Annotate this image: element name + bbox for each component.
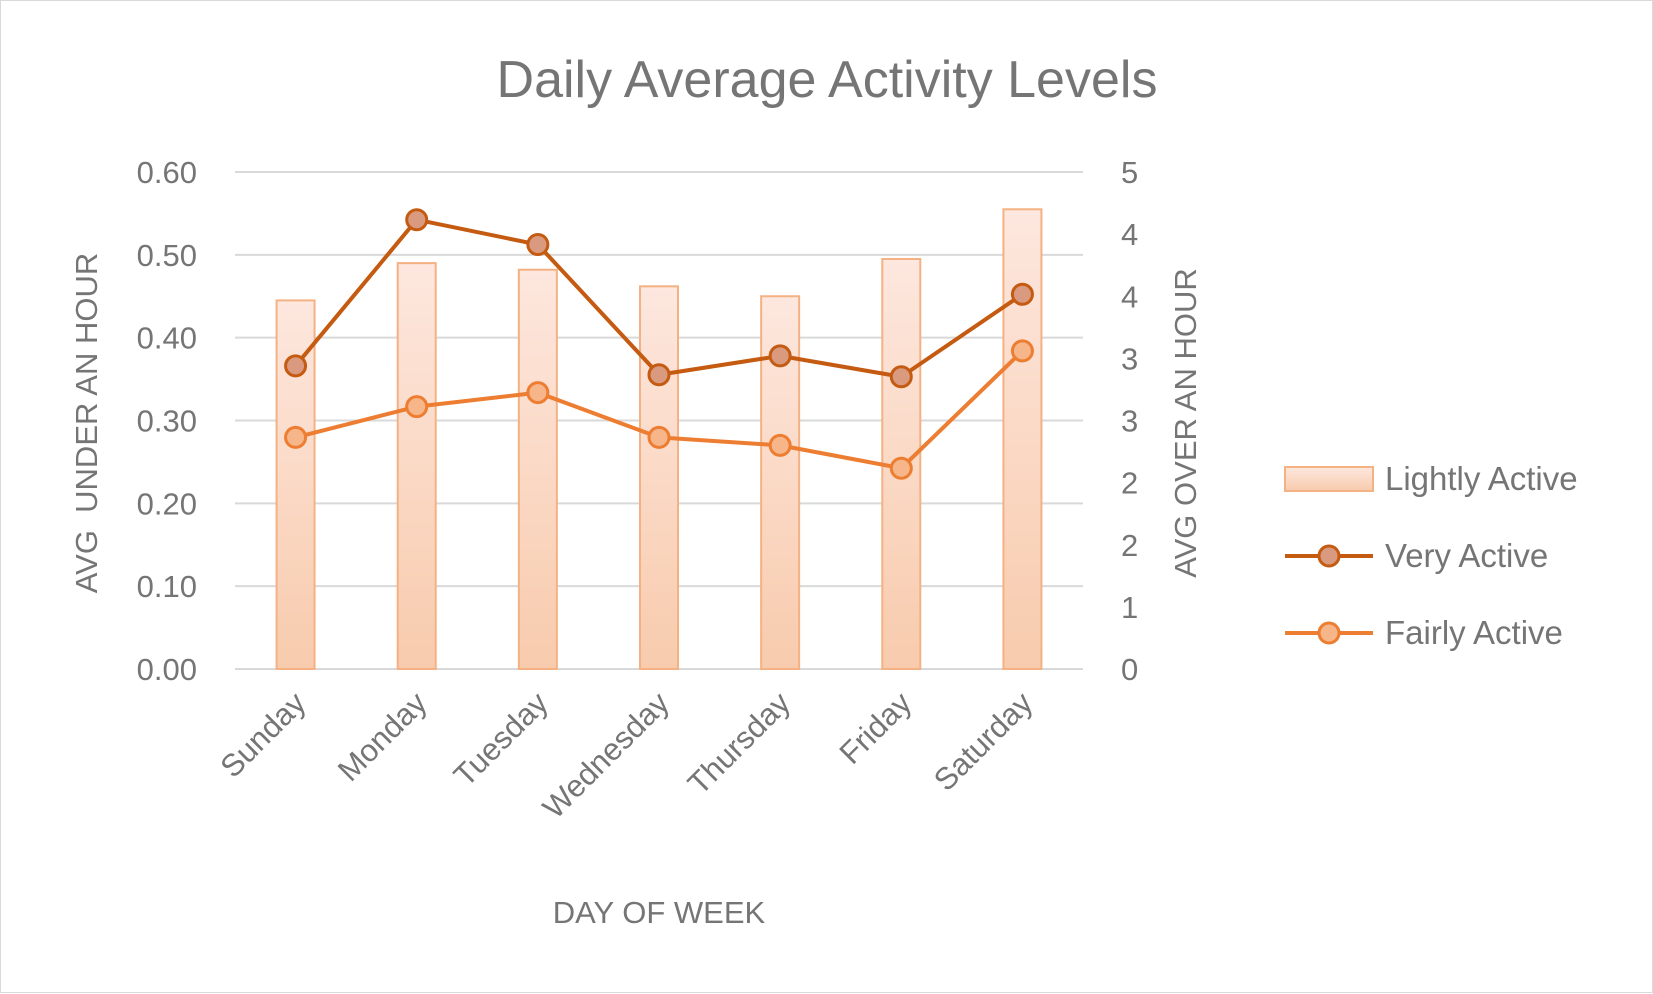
data-point — [768, 433, 792, 457]
legend: Lightly Active Very Active Fairly Active — [1284, 460, 1578, 651]
data-point — [889, 365, 913, 389]
data-point — [284, 425, 308, 449]
bar — [1002, 208, 1043, 670]
y2-tick-label: 2 — [1121, 466, 1138, 501]
x-tick-label: Monday — [331, 685, 434, 788]
y-tick-label: 0.50 — [137, 238, 197, 273]
y-tick-label: 0.10 — [137, 569, 197, 604]
line-series — [284, 208, 1034, 480]
y2-tick-label: 5 — [1121, 155, 1138, 190]
legend-marker — [1317, 621, 1341, 645]
legend-label: Very Active — [1385, 537, 1548, 574]
y-tick-label: 0.40 — [137, 321, 197, 356]
data-point — [1010, 282, 1034, 306]
data-point — [405, 208, 429, 232]
y2-tick-label: 4 — [1121, 217, 1138, 252]
bar — [396, 262, 437, 670]
y2-tick-label: 3 — [1121, 404, 1138, 439]
y2-tick-label: 1 — [1121, 590, 1138, 625]
data-point — [526, 233, 550, 257]
y2-tick-label: 2 — [1121, 528, 1138, 563]
x-tick-label: Friday — [833, 685, 919, 771]
x-tick-label: Saturday — [927, 685, 1040, 798]
legend-label: Lightly Active — [1385, 460, 1578, 497]
data-point — [647, 363, 671, 387]
x-tick-label: Sunday — [213, 685, 312, 784]
legend-marker — [1317, 544, 1341, 568]
bar — [517, 268, 558, 670]
y2-tick-label: 0 — [1121, 652, 1138, 687]
y-tick-label: 0.20 — [137, 486, 197, 521]
y-tick-label: 0.00 — [137, 652, 197, 687]
data-point — [284, 354, 308, 378]
data-point — [1010, 339, 1034, 363]
data-point — [526, 381, 550, 405]
data-point — [768, 344, 792, 368]
left-axis-ticks: 0.00 0.10 0.20 0.30 0.40 0.50 0.60 — [137, 155, 197, 687]
legend-label: Fairly Active — [1385, 614, 1563, 651]
chart-title: Daily Average Activity Levels — [497, 51, 1158, 109]
data-point — [647, 425, 671, 449]
legend-swatch — [1284, 466, 1374, 492]
bar — [639, 285, 679, 670]
y-tick-label: 0.60 — [137, 155, 197, 190]
y2-tick-label: 4 — [1121, 279, 1138, 314]
y-axis-label: AVG UNDER AN HOUR — [69, 253, 104, 593]
right-axis-ticks: 0 1 2 2 3 3 4 4 5 — [1121, 155, 1138, 687]
y-tick-label: 0.30 — [137, 404, 197, 439]
y2-axis-label: AVG OVER AN HOUR — [1168, 268, 1203, 578]
x-tick-label: Wednesday — [536, 685, 676, 825]
x-tick-label: Tuesday — [447, 685, 555, 793]
x-tick-label: Thursday — [681, 685, 797, 801]
data-point — [889, 456, 913, 480]
x-axis-label: DAY OF WEEK — [553, 895, 766, 930]
y2-tick-label: 3 — [1121, 341, 1138, 376]
data-point — [405, 395, 429, 419]
